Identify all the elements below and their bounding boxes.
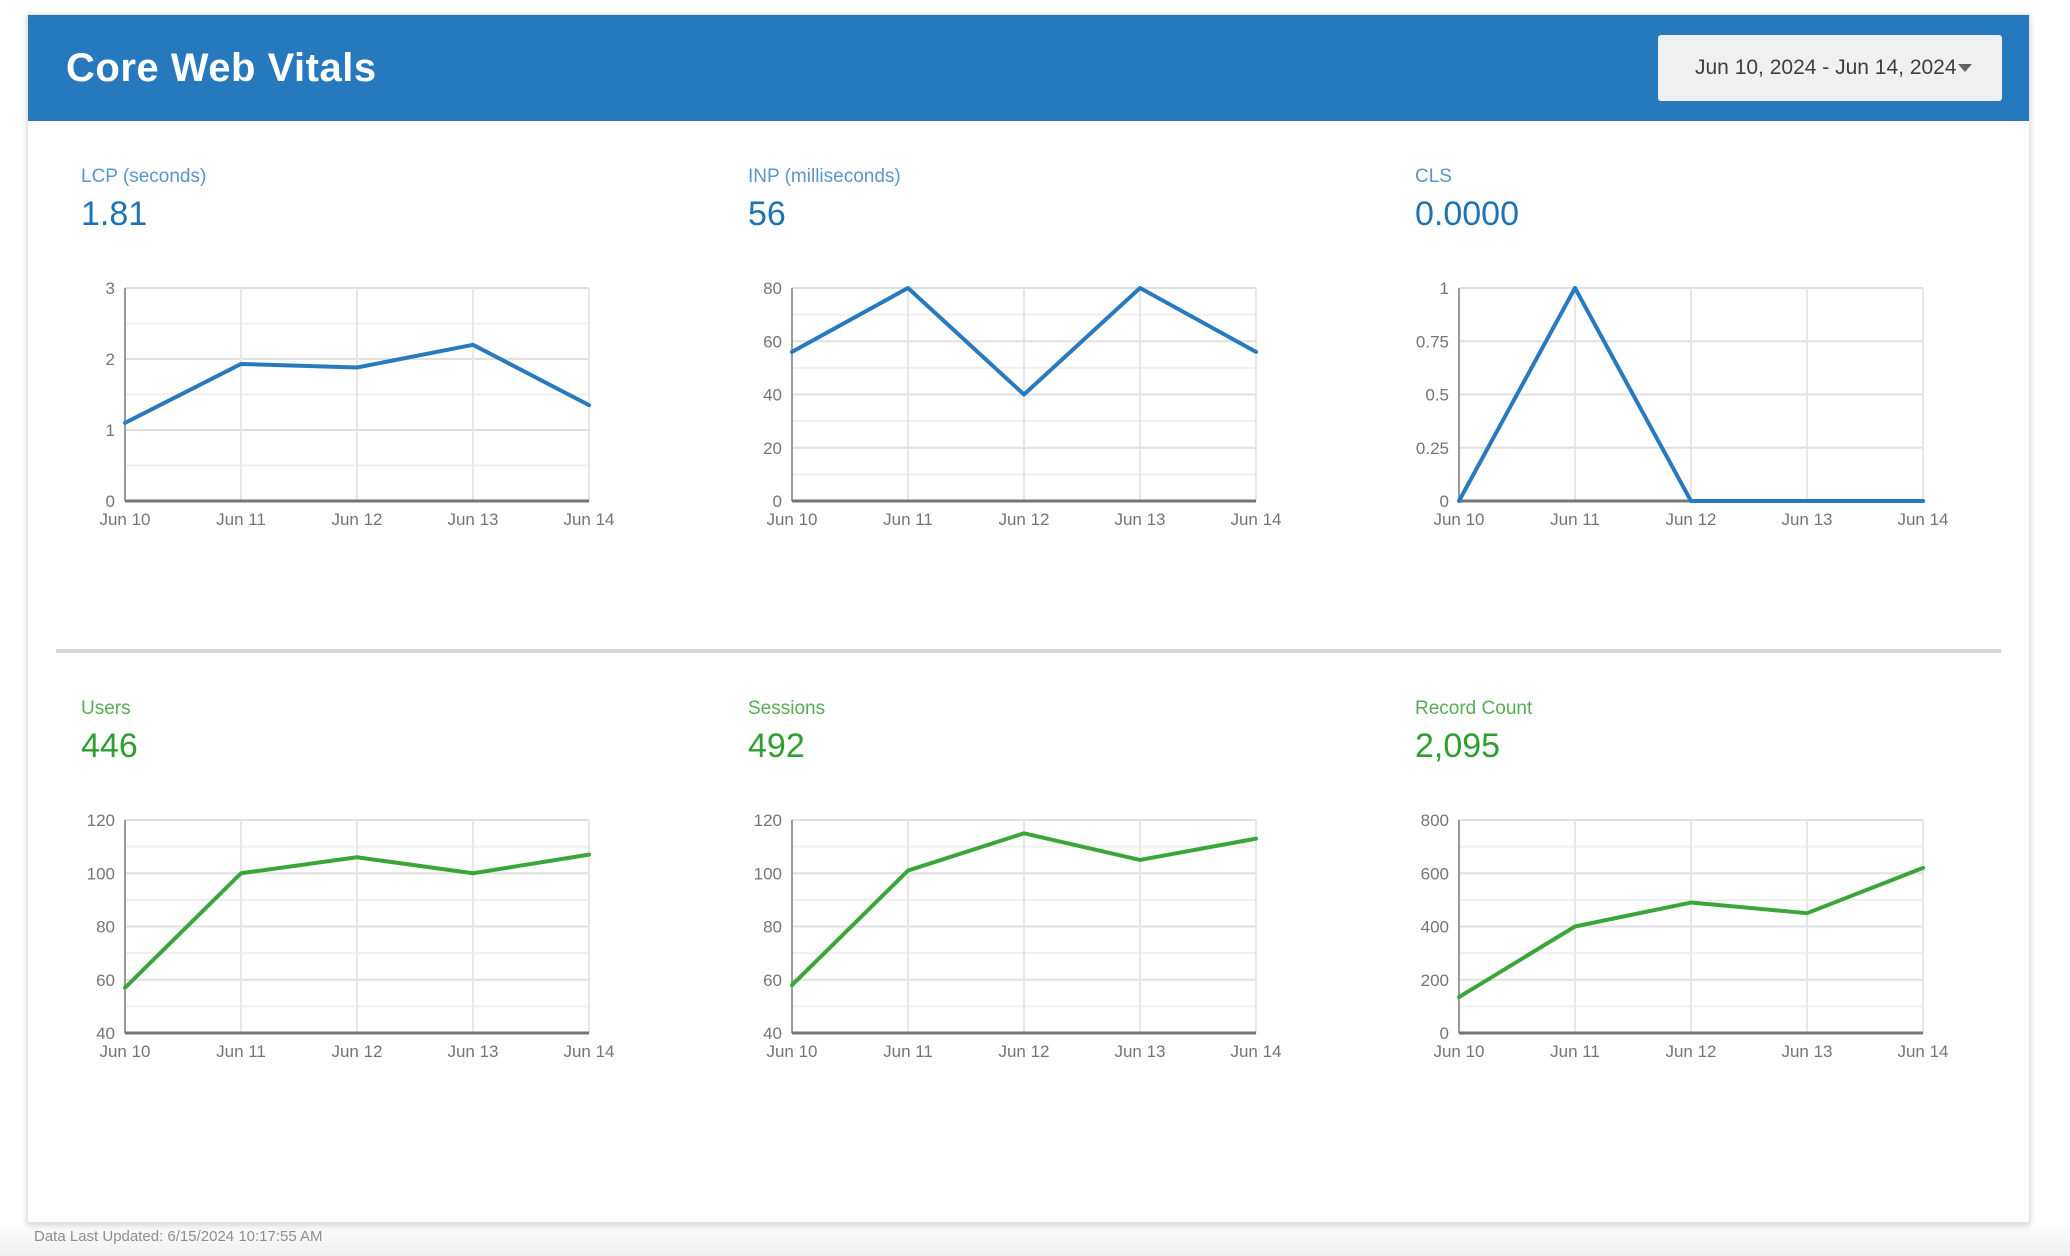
svg-text:Jun 14: Jun 14 (1897, 1042, 1948, 1061)
svg-text:3: 3 (106, 279, 115, 298)
metric-value: 1.81 (81, 195, 148, 233)
svg-text:Jun 10: Jun 10 (99, 510, 150, 529)
svg-text:Jun 13: Jun 13 (1781, 1042, 1832, 1061)
svg-text:Jun 12: Jun 12 (1665, 510, 1716, 529)
date-range-value: Jun 10, 2024 - Jun 14, 2024 (1695, 56, 1957, 79)
svg-text:60: 60 (763, 332, 782, 351)
sessions-chart[interactable]: 40 60 80 100 120 Jun 10 Jun 11 Jun 12 Jun 13 Jun … (748, 811, 1288, 1063)
svg-text:0.5: 0.5 (1425, 386, 1449, 405)
metric-label: Record Count (1415, 698, 1533, 719)
metric-card-lcp: LCP (seconds) 1.81 0 1 2 3 Jun 10 Jun 11 Jun 1… (28, 121, 695, 649)
svg-text:40: 40 (96, 1024, 115, 1043)
svg-text:Jun 11: Jun 11 (1550, 1042, 1600, 1061)
dashboard-card: Core Web Vitals Jun 10, 2024 - Jun 14, 2… (27, 14, 2030, 1223)
svg-text:1: 1 (1440, 279, 1449, 298)
metric-card-cls: CLS 0.0000 0 0.25 0.5 0.75 1 Jun 10 Jun 11 Jun … (1362, 121, 2029, 649)
data-last-updated: Data Last Updated: 6/15/2024 10:17:55 AM (34, 1228, 323, 1245)
metrics-row-web-vitals: LCP (seconds) 1.81 0 1 2 3 Jun 10 Jun 11 Jun 1… (28, 121, 2029, 649)
svg-text:Jun 12: Jun 12 (998, 510, 1049, 529)
metric-value: 492 (748, 727, 805, 765)
report-header: Core Web Vitals Jun 10, 2024 - Jun 14, 2… (28, 15, 2029, 121)
svg-text:Jun 11: Jun 11 (883, 1042, 933, 1061)
svg-text:Jun 11: Jun 11 (216, 1042, 266, 1061)
svg-text:80: 80 (763, 918, 782, 937)
metrics-row-traffic: Users 446 40 60 80 100 120 Jun 10 Jun 11 Jun 12… (28, 653, 2029, 1224)
svg-text:Jun 13: Jun 13 (1114, 1042, 1165, 1061)
svg-text:Jun 10: Jun 10 (1433, 1042, 1484, 1061)
svg-text:Jun 13: Jun 13 (1114, 510, 1165, 529)
section-divider (56, 649, 2001, 653)
svg-text:200: 200 (1421, 971, 1449, 990)
svg-text:Jun 10: Jun 10 (1433, 510, 1484, 529)
users-chart[interactable]: 40 60 80 100 120 Jun 10 Jun 11 Jun 12 Jun 13 Jun … (81, 811, 621, 1063)
svg-text:400: 400 (1421, 918, 1449, 937)
metric-label: Users (81, 698, 131, 719)
metric-card-users: Users 446 40 60 80 100 120 Jun 10 Jun 11 Jun 12… (28, 653, 695, 1224)
svg-text:100: 100 (754, 864, 782, 883)
svg-text:Jun 14: Jun 14 (1230, 510, 1281, 529)
svg-text:2: 2 (106, 350, 115, 369)
svg-text:100: 100 (87, 864, 115, 883)
svg-text:0: 0 (1440, 492, 1449, 511)
svg-text:0: 0 (773, 492, 782, 511)
svg-text:40: 40 (763, 386, 782, 405)
cls-chart[interactable]: 0 0.25 0.5 0.75 1 Jun 10 Jun 11 Jun 12 Jun 13 Jun… (1415, 279, 1955, 531)
svg-text:0.25: 0.25 (1416, 439, 1449, 458)
svg-text:Jun 11: Jun 11 (883, 510, 933, 529)
svg-text:Jun 13: Jun 13 (1781, 510, 1832, 529)
svg-text:Jun 14: Jun 14 (1897, 510, 1948, 529)
svg-text:Jun 13: Jun 13 (447, 1042, 498, 1061)
svg-text:Jun 14: Jun 14 (563, 510, 614, 529)
page-title: Core Web Vitals (66, 45, 377, 90)
svg-text:600: 600 (1421, 864, 1449, 883)
svg-text:Jun 12: Jun 12 (331, 510, 382, 529)
chevron-down-icon (1958, 64, 1972, 72)
metric-label: CLS (1415, 166, 1452, 187)
svg-text:0: 0 (106, 492, 115, 511)
svg-text:0: 0 (1440, 1024, 1449, 1043)
metric-card-record-count: Record Count 2,095 0 200 400 600 800 Jun 10 Ju… (1362, 653, 2029, 1224)
svg-text:Jun 14: Jun 14 (563, 1042, 614, 1061)
lcp-chart[interactable]: 0 1 2 3 Jun 10 Jun 11 Jun 12 Jun 13 Jun 14 (81, 279, 621, 531)
svg-text:Jun 10: Jun 10 (99, 1042, 150, 1061)
metric-card-sessions: Sessions 492 40 60 80 100 120 Jun 10 Jun 11 Jun… (695, 653, 1362, 1224)
svg-text:Jun 14: Jun 14 (1230, 1042, 1281, 1061)
svg-text:0.75: 0.75 (1416, 332, 1449, 351)
svg-text:Jun 12: Jun 12 (1665, 1042, 1716, 1061)
metric-label: Sessions (748, 698, 826, 719)
inp-chart[interactable]: 0 20 40 60 80 Jun 10 Jun 11 Jun 12 Jun 13 Jun 14 (748, 279, 1288, 531)
svg-text:Jun 10: Jun 10 (766, 1042, 817, 1061)
svg-text:Jun 11: Jun 11 (216, 510, 266, 529)
svg-text:Jun 10: Jun 10 (766, 510, 817, 529)
svg-text:60: 60 (763, 971, 782, 990)
metric-value: 2,095 (1415, 727, 1501, 765)
svg-text:Jun 11: Jun 11 (1550, 510, 1600, 529)
svg-text:Jun 12: Jun 12 (998, 1042, 1049, 1061)
svg-text:Jun 13: Jun 13 (447, 510, 498, 529)
record-count-chart[interactable]: 0 200 400 600 800 Jun 10 Jun 11 Jun 12 Jun 13 Jun… (1415, 811, 1955, 1063)
svg-text:80: 80 (763, 279, 782, 298)
svg-text:20: 20 (763, 439, 782, 458)
metric-value: 56 (748, 195, 786, 233)
date-range-picker[interactable]: Jun 10, 2024 - Jun 14, 2024 (1658, 35, 2002, 101)
metric-value: 0.0000 (1415, 195, 1519, 233)
svg-text:40: 40 (763, 1024, 782, 1043)
svg-text:120: 120 (87, 811, 115, 830)
svg-text:80: 80 (96, 918, 115, 937)
metric-label: LCP (seconds) (81, 166, 207, 187)
metric-value: 446 (81, 727, 138, 765)
metric-card-inp: INP (milliseconds) 56 0 20 40 60 80 Jun 10 Jun… (695, 121, 1362, 649)
svg-text:800: 800 (1421, 811, 1449, 830)
svg-text:60: 60 (96, 971, 115, 990)
metric-label: INP (milliseconds) (748, 166, 901, 187)
svg-text:Jun 12: Jun 12 (331, 1042, 382, 1061)
svg-text:1: 1 (106, 421, 115, 440)
svg-text:120: 120 (754, 811, 782, 830)
